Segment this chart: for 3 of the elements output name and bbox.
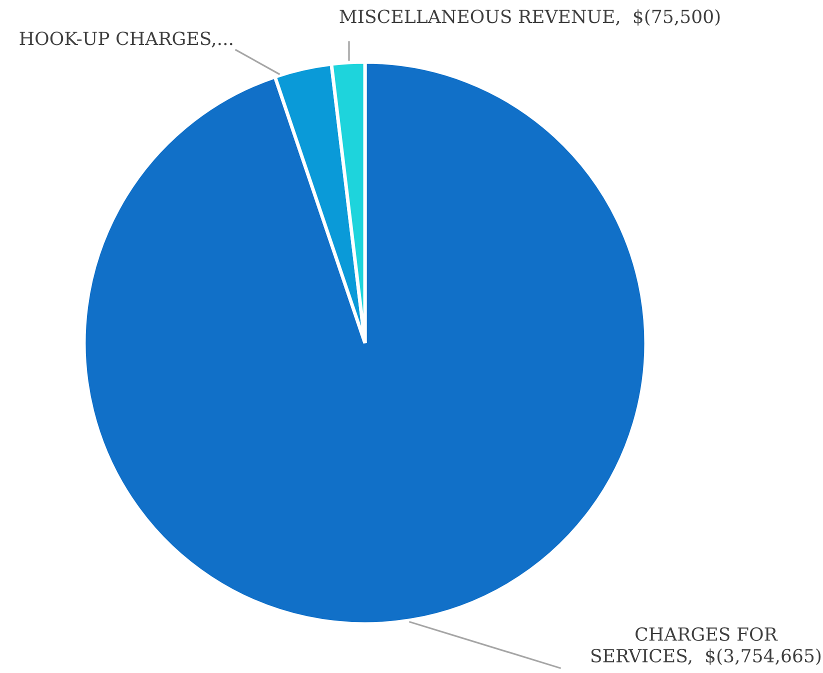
slice-label: MISCELLANEOUS REVENUE, $(75,500) xyxy=(340,9,720,26)
slice-label: CHARGES FOR SERVICES, $(3,754,665) xyxy=(591,627,821,666)
slice-label: HOOK-UP CHARGES,... xyxy=(20,32,232,48)
